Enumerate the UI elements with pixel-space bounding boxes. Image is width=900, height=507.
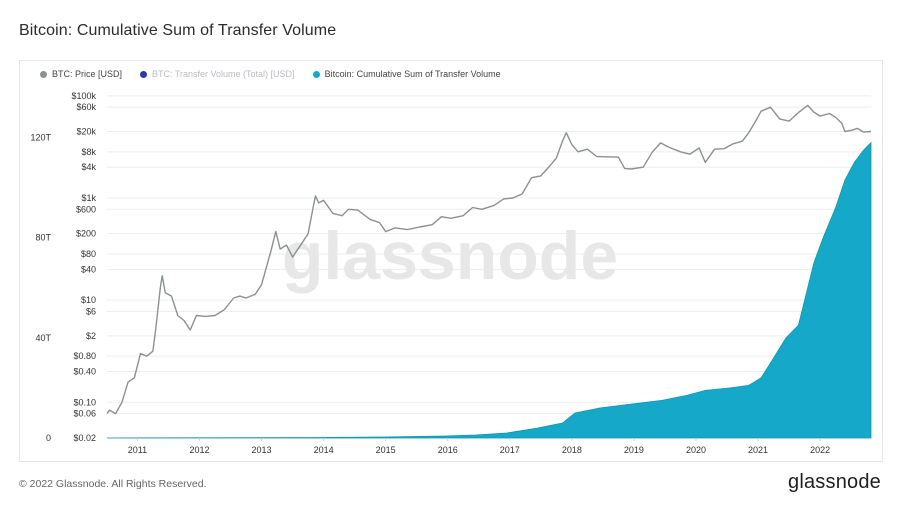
year-tick-label: 2016	[438, 445, 458, 455]
price-tick-label: $200	[76, 229, 96, 239]
legend-item-cumulative-sum[interactable]: Bitcoin: Cumulative Sum of Transfer Volu…	[312, 69, 501, 79]
year-tick-label: 2012	[189, 445, 209, 455]
price-tick-label: $60k	[76, 102, 96, 112]
price-tick-label: $100k	[71, 91, 96, 101]
price-tick-label: $0.10	[73, 397, 96, 407]
year-tick-label: 2011	[128, 445, 147, 455]
legend-item-transfer-volume[interactable]: BTC: Transfer Volume (Total) [USD]	[140, 69, 295, 79]
price-tick-label: $40	[81, 264, 96, 274]
right-axis: $0.02 $0.06 $0.10 $0.40 $0.80 $2 $6$10 $40 $80 $2…	[71, 91, 96, 443]
price-tick-label: $80	[81, 249, 96, 259]
legend-dot-icon	[312, 70, 320, 78]
legend: BTC: Price [USD] BTC: Transfer Volume (T…	[40, 69, 519, 79]
legend-label: BTC: Price [USD]	[52, 69, 123, 79]
price-tick-label: $600	[76, 204, 96, 214]
watermark: glassnode	[282, 218, 618, 294]
year-tick-label: 2021	[748, 445, 768, 455]
cumulative-volume-area	[106, 141, 872, 439]
line-layer	[106, 104, 872, 415]
year-tick-label: 2014	[314, 445, 334, 455]
year-tick-label: 2018	[562, 445, 582, 455]
year-tick-label: 2017	[500, 445, 520, 455]
price-tick-label: $20k	[76, 127, 96, 137]
legend-item-price[interactable]: BTC: Price [USD]	[40, 69, 122, 79]
price-tick-label: $2	[86, 331, 96, 341]
legend-dot-icon	[140, 70, 148, 78]
legend-dot-icon	[40, 70, 47, 78]
volume-tick-label: 0	[46, 433, 51, 443]
left-axis: 0 40T 80T 120T	[30, 133, 51, 443]
price-tick-label: $1k	[81, 193, 96, 203]
copyright-text: © 2022 Glassnode. All Rights Reserved.	[19, 478, 207, 490]
price-tick-label: $0.40	[73, 367, 96, 377]
price-tick-label: $0.06	[73, 409, 96, 419]
volume-tick-label: 120T	[30, 133, 51, 143]
price-tick-label: $0.80	[73, 351, 96, 361]
glassnode-logo[interactable]: glassnode	[788, 471, 881, 493]
chart-panel: BTC: Price [USD] BTC: Transfer Volume (T…	[19, 60, 883, 462]
legend-label: BTC: Transfer Volume (Total) [USD]	[152, 69, 295, 79]
btc-price-line	[106, 104, 872, 415]
price-tick-label: $10	[81, 295, 96, 305]
year-tick-label: 2019	[624, 445, 644, 455]
volume-tick-label: 40T	[35, 333, 51, 343]
area-layer	[106, 141, 872, 439]
price-tick-label: $6	[86, 306, 96, 316]
grid-layer	[107, 95, 871, 439]
volume-tick-label: 80T	[35, 233, 51, 243]
year-tick-label: 2013	[252, 445, 272, 455]
x-axis: 2011 2012 2013 2014 2015 2016 2017 2018 2019 2020…	[128, 438, 830, 455]
year-tick-label: 2020	[686, 445, 706, 455]
legend-label: Bitcoin: Cumulative Sum of Transfer Volu…	[324, 69, 501, 79]
year-tick-label: 2022	[810, 445, 830, 455]
page-title: Bitcoin: Cumulative Sum of Transfer Volu…	[19, 22, 337, 39]
price-tick-label: $8k	[81, 147, 96, 157]
year-tick-label: 2015	[376, 445, 396, 455]
price-tick-label: $4k	[81, 162, 96, 172]
price-tick-label: $0.02	[73, 433, 96, 443]
